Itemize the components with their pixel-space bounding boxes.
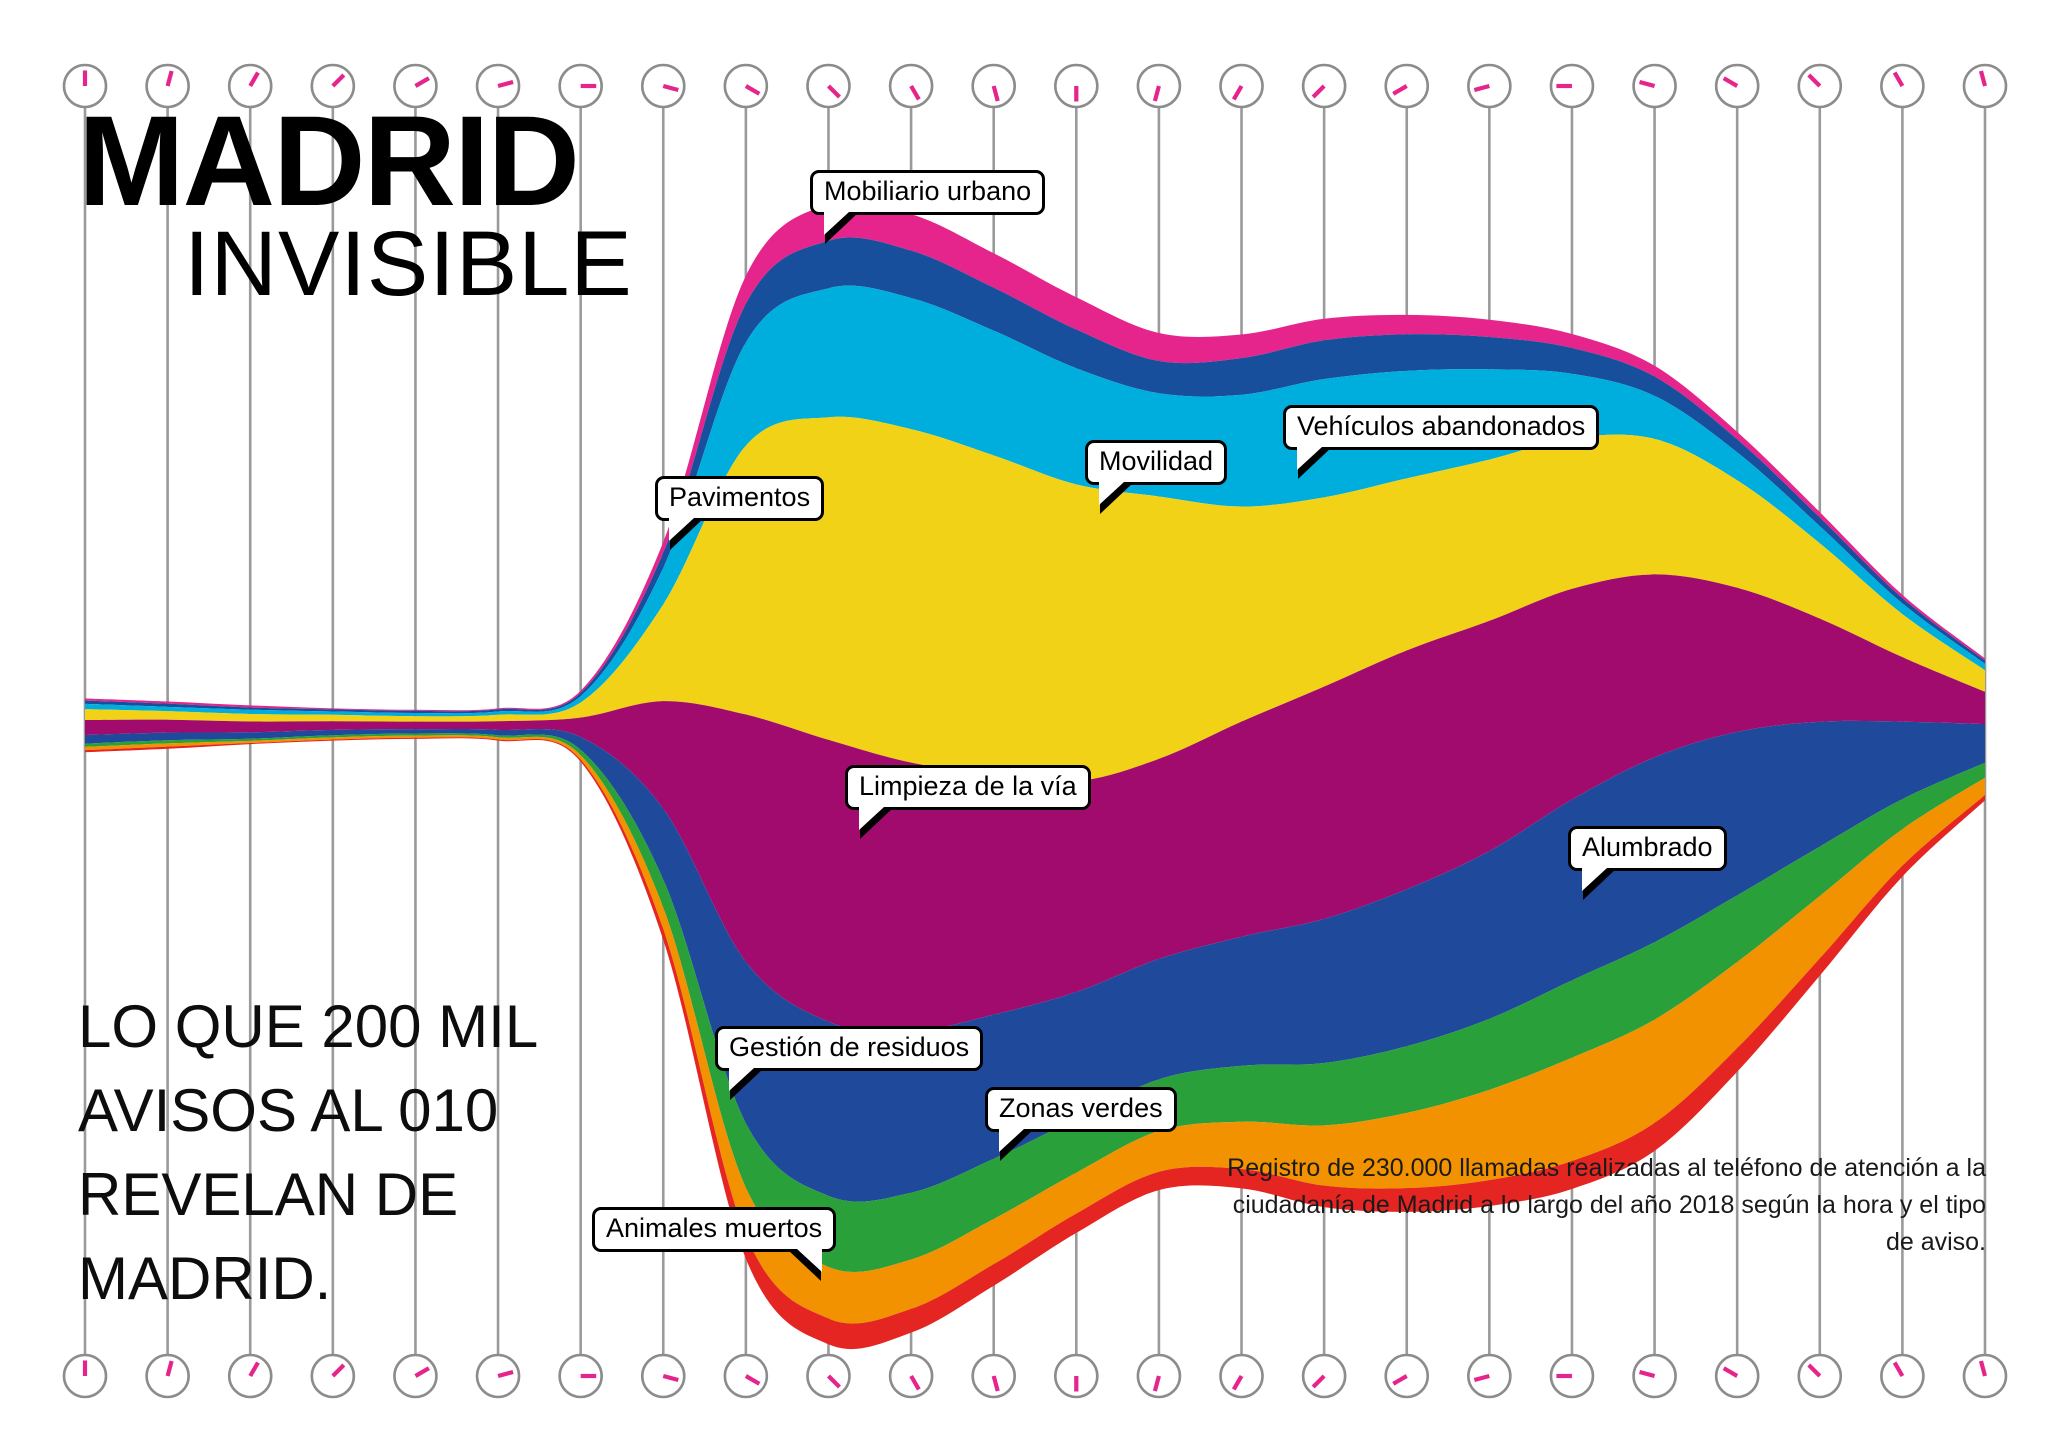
clock-icon bbox=[806, 1353, 851, 1399]
callout-label: Movilidad bbox=[1085, 440, 1228, 514]
callout-vehiculos-abandonados[interactable]: Vehículos abandonados bbox=[1283, 405, 1600, 479]
callout-zonas-verdes[interactable]: Zonas verdes bbox=[985, 1087, 1177, 1161]
clock-icon bbox=[62, 63, 108, 109]
stream-band bbox=[85, 285, 1985, 717]
clock-icon bbox=[1962, 63, 2008, 109]
callout-label: Animales muertos bbox=[592, 1207, 837, 1281]
callout-pavimentos[interactable]: Pavimentos bbox=[655, 476, 825, 550]
clock-icon bbox=[393, 1353, 438, 1399]
clock-icon bbox=[1054, 63, 1099, 109]
callout-label: Mobiliario urbano bbox=[810, 170, 1046, 244]
clock-icon bbox=[1136, 63, 1182, 109]
clock-icon bbox=[1301, 1353, 1347, 1399]
callout-label: Gestión de residuos bbox=[715, 1026, 984, 1100]
clock-icon bbox=[971, 1353, 1016, 1399]
clock-icon bbox=[1797, 1353, 1843, 1399]
stream-band bbox=[85, 200, 1985, 712]
stream-band bbox=[85, 416, 1985, 782]
clock-icon bbox=[1219, 63, 1264, 109]
clock-icon bbox=[1880, 1353, 1925, 1399]
clock-icon bbox=[310, 63, 356, 109]
clock-icon bbox=[1467, 1353, 1512, 1399]
callout-tail-icon bbox=[729, 1068, 764, 1100]
clock-icon bbox=[1384, 1353, 1430, 1399]
clock-icon bbox=[640, 63, 686, 109]
callout-tail-icon bbox=[1297, 447, 1332, 479]
clock-icon bbox=[971, 63, 1016, 109]
clock-icon bbox=[640, 1353, 686, 1399]
page-title: MADRID bbox=[78, 90, 580, 233]
clock-icon bbox=[1797, 63, 1843, 109]
clock-icon bbox=[1549, 1353, 1595, 1399]
callout-animales-muertos[interactable]: Animales muertos bbox=[592, 1207, 837, 1281]
clock-icon bbox=[145, 1353, 190, 1399]
stream-band bbox=[85, 733, 1985, 1273]
clock-icon bbox=[1054, 1353, 1099, 1399]
clock-icon bbox=[1219, 1353, 1264, 1399]
clock-icon bbox=[475, 1353, 521, 1399]
clock-icon bbox=[1384, 63, 1430, 109]
callout-tail-icon bbox=[1099, 482, 1134, 514]
lead-text: LO QUE 200 MIL AVISOS AL 010 REVELAN DE … bbox=[78, 993, 539, 1312]
clock-icon bbox=[723, 63, 769, 109]
clock-icon bbox=[1632, 1353, 1677, 1399]
callout-tail-icon bbox=[859, 807, 894, 839]
clock-icon bbox=[62, 1353, 108, 1399]
callout-label: Vehículos abandonados bbox=[1283, 405, 1600, 479]
clock-icon bbox=[1714, 63, 1760, 109]
clock-icon bbox=[1136, 1353, 1182, 1399]
stream-band bbox=[85, 737, 1985, 1350]
clock-icon bbox=[558, 63, 603, 109]
callout-tail-icon bbox=[1582, 868, 1617, 900]
callout-label: Limpieza de la vía bbox=[845, 765, 1091, 839]
clock-icon bbox=[1962, 1353, 2008, 1399]
callout-gestion-de-residuos[interactable]: Gestión de residuos bbox=[715, 1026, 984, 1100]
callout-limpieza-de-la-via[interactable]: Limpieza de la vía bbox=[845, 765, 1091, 839]
callout-tail-icon bbox=[999, 1129, 1034, 1161]
clock-icon bbox=[1301, 63, 1347, 109]
clock-icon bbox=[475, 63, 521, 109]
callout-label: Zonas verdes bbox=[985, 1087, 1177, 1161]
clock-icon bbox=[227, 63, 273, 109]
stream-band bbox=[85, 237, 1985, 714]
callout-alumbrado[interactable]: Alumbrado bbox=[1568, 826, 1727, 900]
source-caption: Registro de 230.000 llamadas realizadas … bbox=[1227, 1154, 1986, 1256]
page-subtitle: INVISIBLE bbox=[184, 213, 633, 315]
callout-tail-icon bbox=[787, 1249, 823, 1281]
clock-icon bbox=[806, 63, 851, 109]
clock-icon bbox=[393, 63, 438, 109]
clock-icon bbox=[145, 63, 190, 109]
clock-icon bbox=[888, 63, 934, 109]
clock-icon bbox=[227, 1353, 273, 1399]
clock-icon bbox=[310, 1353, 356, 1399]
clock-icon bbox=[1714, 1353, 1760, 1399]
stream-band bbox=[85, 720, 1985, 1202]
clock-icon bbox=[1467, 63, 1512, 109]
callout-tail-icon bbox=[824, 212, 859, 244]
title-block: MADRID INVISIBLE bbox=[78, 90, 633, 315]
clock-icon bbox=[723, 1353, 769, 1399]
callout-label: Alumbrado bbox=[1568, 826, 1727, 900]
callout-label: Pavimentos bbox=[655, 476, 825, 550]
clock-icon bbox=[558, 1353, 603, 1399]
clock-icon bbox=[1632, 63, 1677, 109]
callout-tail-icon bbox=[669, 518, 704, 550]
callout-mobiliario-urbano[interactable]: Mobiliario urbano bbox=[810, 170, 1046, 244]
clock-icon bbox=[1549, 63, 1595, 109]
stream-band bbox=[85, 735, 1985, 1324]
clock-icon bbox=[1880, 63, 1925, 109]
clock-icon bbox=[888, 1353, 934, 1399]
callout-movilidad[interactable]: Movilidad bbox=[1085, 440, 1228, 514]
